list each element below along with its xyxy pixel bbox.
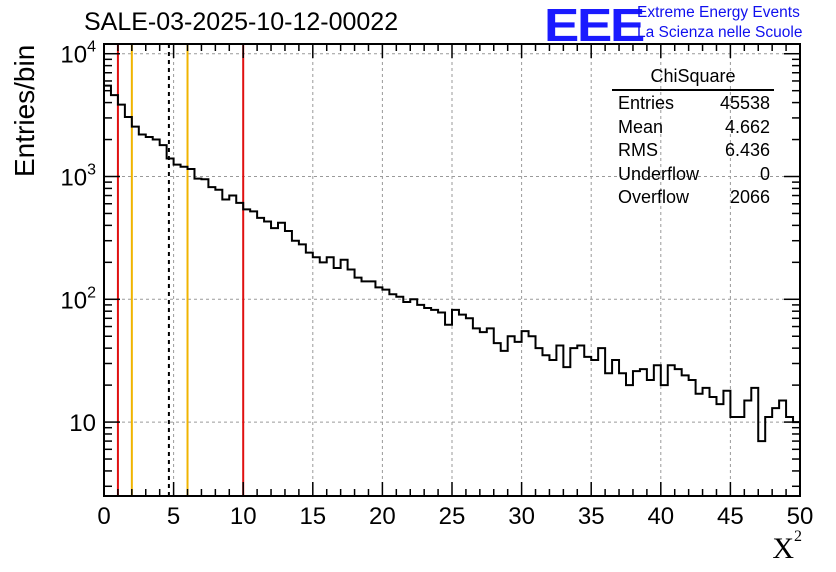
stats-title: ChiSquare <box>612 66 774 91</box>
x-tick-label: 10 <box>230 503 257 530</box>
x-tick-label: 40 <box>647 503 674 530</box>
stats-label: Underflow <box>618 163 700 184</box>
x-axis-label-base: X <box>772 532 794 565</box>
stats-row-overflow: Overflow 2066 <box>612 186 774 210</box>
stats-value: 4.662 <box>724 116 770 137</box>
stats-box: ChiSquare Entries 45538 Mean 4.662 RMS 6.43… <box>612 66 774 210</box>
x-tick-label: 20 <box>369 503 396 530</box>
stats-value: 0 <box>759 163 770 184</box>
eee-logo: EEE <box>544 0 645 51</box>
x-tick-label: 0 <box>97 503 110 530</box>
y-axis-label: Entries/bin <box>9 44 40 177</box>
x-axis-label: X2 <box>772 528 802 566</box>
stats-row-rms: RMS 6.436 <box>612 139 774 163</box>
x-tick-label: 45 <box>717 503 744 530</box>
y-tick-label: 103 <box>60 162 96 192</box>
stats-value: 45538 <box>719 93 770 113</box>
x-tick-label: 15 <box>299 503 326 530</box>
x-tick-label: 35 <box>578 503 605 530</box>
x-tick-label: 50 <box>787 503 814 530</box>
chart-title: SALE-03-2025-10-12-00022 <box>84 8 399 36</box>
x-axis-label-superscript: 2 <box>794 528 802 545</box>
logo-line-1: Extreme Energy Events <box>637 4 800 21</box>
y-tick-label: 102 <box>60 284 96 314</box>
stats-value: 2066 <box>729 187 770 207</box>
stats-row-underflow: Underflow 0 <box>612 163 774 187</box>
stats-label: Entries <box>618 93 675 113</box>
y-tick-label: 10 <box>69 410 96 437</box>
x-tick-label: 5 <box>167 503 180 530</box>
stats-label: RMS <box>618 140 658 160</box>
stats-row-entries: Entries 45538 <box>612 92 774 116</box>
logo-text: Extreme Energy Events La Scienza nelle S… <box>637 3 802 43</box>
x-tick-label: 30 <box>508 503 535 530</box>
y-tick-label: 104 <box>60 39 96 69</box>
stats-label: Mean <box>618 116 664 137</box>
stats-value: 6.436 <box>724 140 770 160</box>
logo-line-2: La Scienza nelle Scuole <box>637 24 803 41</box>
stats-row-mean: Mean 4.662 <box>612 116 774 140</box>
stats-label: Overflow <box>618 187 690 207</box>
histogram-series <box>104 84 800 443</box>
x-tick-label: 25 <box>439 503 466 530</box>
